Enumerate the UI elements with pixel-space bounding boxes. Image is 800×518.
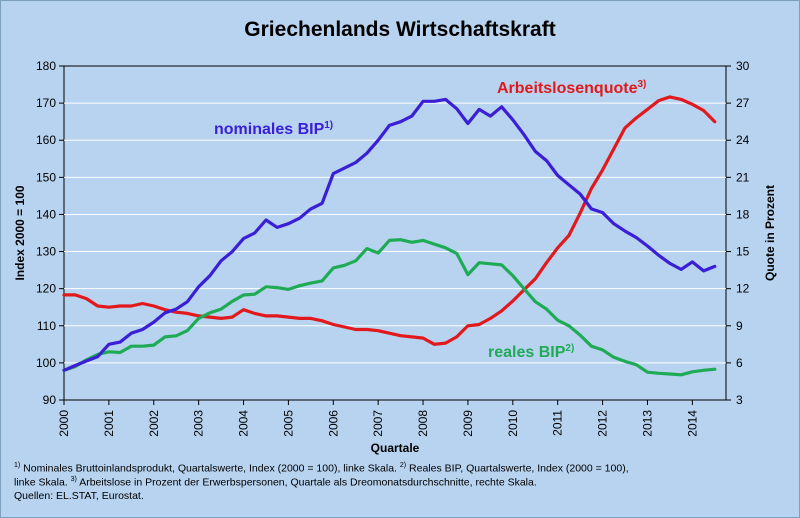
y-left-tick-label: 110 xyxy=(37,319,56,333)
footnote-text: Nominales Bruttoinlandsprodukt, Quartals… xyxy=(20,462,400,475)
y-right-tick-label: 6 xyxy=(736,356,743,370)
y-left-tick-label: 130 xyxy=(36,245,56,259)
y-right-tick-label: 27 xyxy=(736,96,750,110)
y-left-tick-label: 140 xyxy=(36,207,56,221)
x-tick-label: 2014 xyxy=(685,410,699,437)
footnote-text: Reales BIP, Quartalswerte, Index (2000 =… xyxy=(406,462,629,475)
y-right-tick-label: 24 xyxy=(736,133,750,147)
y-right-tick-label: 3 xyxy=(736,393,743,407)
x-tick-label: 2002 xyxy=(147,410,161,437)
footnote-text: linke Skala. xyxy=(14,476,71,489)
y-left-tick-label: 150 xyxy=(36,170,56,184)
y-left-tick-label: 90 xyxy=(43,393,57,407)
footnote-mark: 2) xyxy=(399,462,407,469)
series-label-nominal: nominales BIP1) xyxy=(214,120,333,138)
x-tick-label: 2000 xyxy=(57,410,71,437)
x-tick-label: 2011 xyxy=(551,410,565,436)
x-tick-label: 2013 xyxy=(640,410,654,437)
footnote-mark: 3) xyxy=(70,476,77,483)
y-right-tick-label: 12 xyxy=(736,282,750,296)
series-line-nominal xyxy=(62,97,717,372)
y-right-tick-label: 9 xyxy=(736,319,743,333)
x-tick-label: 2009 xyxy=(461,410,475,437)
x-tick-label: 2003 xyxy=(192,410,206,437)
footnote-line-2: linke Skala. 3) Arbeitslose in Prozent d… xyxy=(14,476,537,489)
y-left-tick-label: 160 xyxy=(36,133,56,147)
x-tick-label: 2005 xyxy=(281,410,295,437)
y-left-axis-label: Index 2000 = 100 xyxy=(13,185,27,280)
series-line-real xyxy=(62,238,717,377)
footnote-line-1: 1) Nominales Bruttoinlandsprodukt, Quart… xyxy=(14,462,629,475)
x-tick-label: 2012 xyxy=(596,410,610,437)
y-right-tick-label: 21 xyxy=(736,170,750,184)
x-tick-label: 2008 xyxy=(416,410,430,437)
x-tick-label: 2004 xyxy=(237,410,251,437)
footnote-text: Arbeitslose in Prozent der Erwerbsperson… xyxy=(76,476,537,489)
footnote-line-3: Quellen: EL.STAT, Eurostat. xyxy=(14,490,144,502)
x-tick-label: 2006 xyxy=(326,410,340,437)
y-right-axis-label: Quote in Prozent xyxy=(763,185,777,281)
footnote-mark: 1) xyxy=(14,462,21,469)
series-label-unemployment: Arbeitslosenquote3) xyxy=(497,79,646,97)
y-right-tick-label: 18 xyxy=(736,207,750,221)
chart-title: Griechenlands Wirtschaftskraft xyxy=(244,18,556,41)
y-left-tick-label: 170 xyxy=(36,96,56,110)
y-left-tick-label: 180 xyxy=(36,59,56,73)
series-label-real: reales BIP2) xyxy=(488,343,574,361)
x-axis-label: Quartale xyxy=(371,441,420,455)
y-left-tick-label: 100 xyxy=(36,356,56,370)
y-left-tick-label: 120 xyxy=(36,282,56,296)
y-right-tick-label: 15 xyxy=(736,245,750,259)
x-tick-label: 2001 xyxy=(102,410,116,437)
plot-area xyxy=(63,65,727,401)
x-tick-label: 2010 xyxy=(506,410,520,437)
x-tick-label: 2007 xyxy=(371,410,385,437)
y-right-tick-label: 30 xyxy=(736,59,750,73)
